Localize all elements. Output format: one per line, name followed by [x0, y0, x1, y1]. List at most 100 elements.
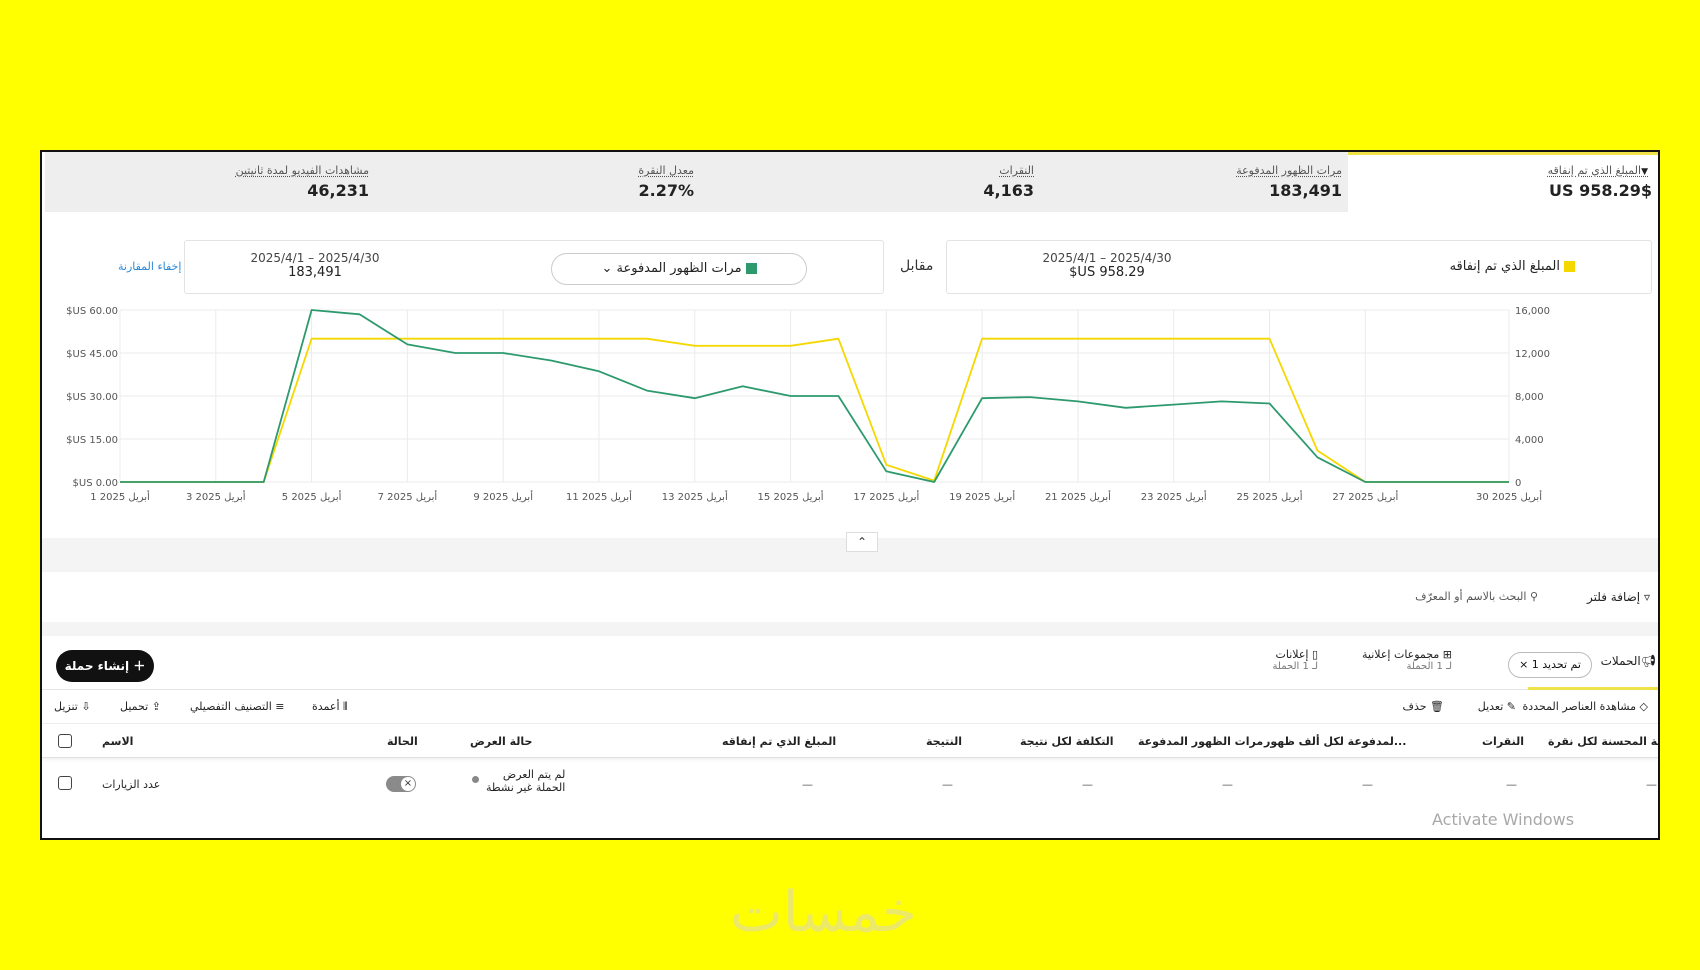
- metric-video-views[interactable]: مشاهدات الفيديو لمدة ثانيتين 46,231: [45, 152, 375, 212]
- row-cpm: —: [1362, 778, 1373, 791]
- col-clicks[interactable]: النقرات: [1482, 735, 1524, 748]
- search-input[interactable]: ⚲ البحث بالاسم أو المعرّف: [1415, 590, 1538, 603]
- x-tick-label: 15 أبريل 2025: [758, 490, 824, 503]
- edit-label: تعديل: [1477, 700, 1504, 713]
- secondary-metric-dropdown[interactable]: مرات الظهور المدفوعة ⌄: [551, 253, 807, 285]
- ad-icon: ▯: [1311, 648, 1318, 661]
- col-spend[interactable]: المبلغ الذي تم إنفاقه: [722, 735, 837, 748]
- table-toolbar: ◇ مشاهدة العناصر المحددة ✎ تعديل 🗑︎ حذف …: [42, 690, 1658, 724]
- y-tick-left: $US 30.00: [66, 392, 118, 403]
- y-tick-left: $US 60.00: [66, 306, 118, 317]
- x-tick-label: 19 أبريل 2025: [949, 490, 1015, 503]
- row-cost-per-result: —: [1082, 778, 1093, 791]
- row-clicks: —: [1506, 778, 1517, 791]
- grid-icon: ⊞: [1442, 648, 1452, 661]
- col-delivery[interactable]: حالة العرض: [470, 735, 533, 748]
- row-paid-impressions: —: [1222, 778, 1233, 791]
- metric-clicks-value: 4,163: [983, 181, 1034, 200]
- close-icon[interactable]: ×: [1519, 658, 1529, 671]
- secondary-date-block: 2025/4/1 – 2025/4/30 183,491: [215, 251, 415, 280]
- secondary-metric-box: 2025/4/1 – 2025/4/30 183,491 مرات الظهور…: [184, 240, 884, 294]
- pencil-icon: ✎: [1506, 700, 1516, 713]
- download-icon: ⇩: [81, 700, 91, 713]
- activate-windows-notice: Activate Windows: [1432, 810, 1575, 829]
- level-tabs: 📢︎الحملات تم تحديد 1 × ⊞ مجموعات إعلانية…: [42, 636, 1658, 690]
- row-cpc: —: [1646, 778, 1657, 791]
- y-tick-right: 4,000: [1515, 435, 1544, 446]
- col-cpm[interactable]: ...لمدفوعة لكل ألف ظهور: [1264, 735, 1407, 748]
- download-button[interactable]: ⇩ تنزيل: [54, 700, 91, 713]
- upload-button[interactable]: ⇪ تحميل: [120, 700, 161, 713]
- row-checkbox[interactable]: [58, 776, 72, 790]
- columns-label: أعمدة: [312, 700, 340, 713]
- hide-comparison-link[interactable]: إخفاء المقارنة: [118, 260, 182, 273]
- create-campaign-label: إنشاء حملة: [64, 659, 130, 673]
- x-tick-label: 11 أبريل 2025: [566, 490, 632, 503]
- y-tick-right: 8,000: [1515, 392, 1544, 403]
- row-delivery: لم يتم العرض الحملة غير نشطة: [486, 768, 565, 794]
- tab-ad-groups-label: مجموعات إعلانية: [1362, 648, 1440, 661]
- x-tick-label: 1 أبريل 2025: [90, 490, 150, 503]
- metric-clicks[interactable]: النقرات 4,163: [700, 152, 1040, 212]
- row-spend: —: [802, 778, 813, 791]
- primary-total: $US 958.29: [1069, 265, 1145, 280]
- series-line: [120, 337, 1509, 483]
- row-result: —: [942, 778, 953, 791]
- tab-ad-groups-sub: لـ 1 الحملة: [1406, 661, 1452, 672]
- status-toggle[interactable]: ×: [386, 776, 416, 792]
- metric-ctr[interactable]: معدل النقرة 2.27%: [375, 152, 700, 212]
- secondary-metric-label: مرات الظهور المدفوعة: [616, 261, 742, 276]
- metric-spend-label: المبلغ الذي تم إنفاقه: [1547, 164, 1642, 177]
- metrics-strip: ▼المبلغ الذي تم إنفاقه $US 958.29 مرات ا…: [42, 152, 1658, 212]
- col-cost-per-result[interactable]: التكلفة لكل نتيجة: [1020, 735, 1114, 748]
- add-filter-button[interactable]: ▿ إضافة فلتر: [1587, 590, 1650, 604]
- table-row[interactable]: عدد الزيارات × لم يتم العرض الحملة غير ن…: [42, 758, 1658, 810]
- metric-spend[interactable]: ▼المبلغ الذي تم إنفاقه $US 958.29: [1348, 152, 1658, 212]
- secondary-legend-swatch: [745, 263, 757, 274]
- primary-legend-swatch: [1564, 261, 1575, 272]
- chevron-down-icon[interactable]: ▼: [1641, 167, 1648, 177]
- edit-button[interactable]: ✎ تعديل: [1478, 700, 1516, 713]
- x-tick-label: 3 أبريل 2025: [186, 490, 246, 503]
- delete-button[interactable]: 🗑︎ حذف: [1403, 700, 1444, 713]
- tab-ad-groups[interactable]: ⊞ مجموعات إعلانية لـ 1 الحملة: [1362, 648, 1452, 672]
- x-tick-label: 27 أبريل 2025: [1332, 490, 1398, 503]
- eye-icon: ◇: [1639, 700, 1648, 713]
- col-status[interactable]: الحالة: [387, 735, 418, 748]
- col-paid-impressions[interactable]: مرات الظهور المدفوعة: [1138, 735, 1264, 748]
- selected-chip[interactable]: تم تحديد 1 ×: [1508, 652, 1592, 678]
- create-campaign-button[interactable]: ＋ إنشاء حملة: [56, 650, 154, 682]
- megaphone-icon: 📢︎: [1640, 654, 1656, 668]
- primary-date-block: 2025/4/1 – 2025/4/30 $US 958.29: [1007, 251, 1207, 280]
- select-all-checkbox[interactable]: [58, 734, 72, 748]
- filter-row: ▿ إضافة فلتر ⚲ البحث بالاسم أو المعرّف: [42, 572, 1658, 622]
- metric-video-views-value: 46,231: [307, 181, 369, 200]
- col-name[interactable]: الاسم: [102, 735, 134, 748]
- status-dot: [472, 776, 479, 783]
- primary-metric-box: المبلغ الذي تم إنفاقه 2025/4/1 – 2025/4/…: [946, 240, 1652, 294]
- download-label: تنزيل: [54, 700, 78, 713]
- metric-paid-impressions[interactable]: مرات الظهور المدفوعة 183,491: [1040, 152, 1348, 212]
- view-selected-button[interactable]: ◇ مشاهدة العناصر المحددة: [1523, 700, 1648, 713]
- primary-metric-selector[interactable]: المبلغ الذي تم إنفاقه: [1450, 259, 1575, 274]
- metric-ctr-value: 2.27%: [638, 181, 694, 200]
- metric-spend-value: $US 958.29: [1549, 181, 1652, 200]
- metric-video-views-label: مشاهدات الفيديو لمدة ثانيتين: [235, 164, 369, 177]
- collapse-chart-button[interactable]: ⌃: [846, 532, 878, 552]
- columns-icon: ⫴: [343, 700, 348, 713]
- close-icon: ×: [401, 777, 415, 791]
- watermark-logo: خمسات: [730, 880, 917, 945]
- columns-button[interactable]: ⫴ أعمدة: [312, 700, 348, 714]
- tab-campaigns[interactable]: 📢︎الحملات: [1601, 654, 1656, 668]
- search-icon: ⚲: [1529, 590, 1538, 603]
- row-name[interactable]: عدد الزيارات: [102, 778, 161, 791]
- tab-campaigns-label: الحملات: [1600, 654, 1641, 668]
- breakdown-button[interactable]: ≡ التصنيف التفصيلي: [190, 700, 284, 713]
- vs-label: مقابل: [900, 258, 934, 274]
- col-cpc[interactable]: ...تكلفة المحسنة لكل نقرة: [1548, 735, 1658, 748]
- col-result[interactable]: النتيجة: [926, 735, 962, 748]
- tab-ads-sub: لـ 1 الحملة: [1272, 661, 1318, 672]
- x-tick-label: 30 أبريل 2025: [1476, 490, 1542, 503]
- tab-ads-label: إعلانات: [1275, 648, 1309, 661]
- tab-ads[interactable]: ▯ إعلانات لـ 1 الحملة: [1273, 648, 1318, 672]
